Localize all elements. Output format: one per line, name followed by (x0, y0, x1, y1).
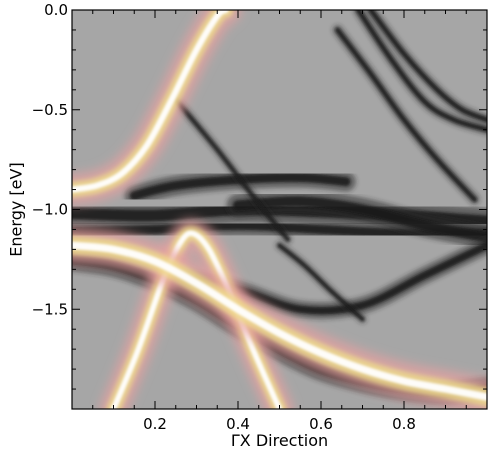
x-tick-label: 0.4 (226, 415, 250, 433)
x-axis-ticks: 0.2 0.4 0.6 0.8 (71, 10, 488, 433)
band-dark-3 (226, 189, 487, 249)
band-dark-core (356, 10, 487, 132)
band-dark-9 (171, 95, 292, 244)
y-axis-ticks: 0.0 −0.5 −1.0 −1.5 (32, 1, 487, 410)
band-dark-8 (332, 25, 480, 205)
band-dark-core (368, 10, 487, 122)
y-tick-label: −1.5 (32, 300, 68, 318)
x-tick-label: 0.2 (143, 415, 167, 433)
spectral-bands-bright (72, 10, 487, 409)
band-bright-11 (72, 10, 242, 206)
band-dark-core (174, 98, 290, 242)
y-tick-label: −1.0 (32, 201, 68, 219)
x-tick-label: 0.8 (392, 415, 416, 433)
band-dark-10 (275, 241, 367, 324)
band-dark-7 (353, 10, 487, 135)
x-axis-label: ΓX Direction (231, 431, 328, 449)
band-bright-core (72, 241, 487, 401)
band-dark-6 (365, 10, 487, 125)
band-bright-core (72, 10, 229, 193)
band-dark-core (335, 27, 477, 202)
band-dark-core (277, 243, 365, 321)
y-tick-label: −0.5 (32, 101, 68, 119)
band-bright-13 (72, 226, 487, 409)
band-dark-core (232, 196, 487, 243)
x-tick-label: 0.6 (309, 415, 333, 433)
y-axis-label: Energy [eV] (7, 162, 26, 256)
y-tick-label: 0.0 (44, 1, 68, 19)
